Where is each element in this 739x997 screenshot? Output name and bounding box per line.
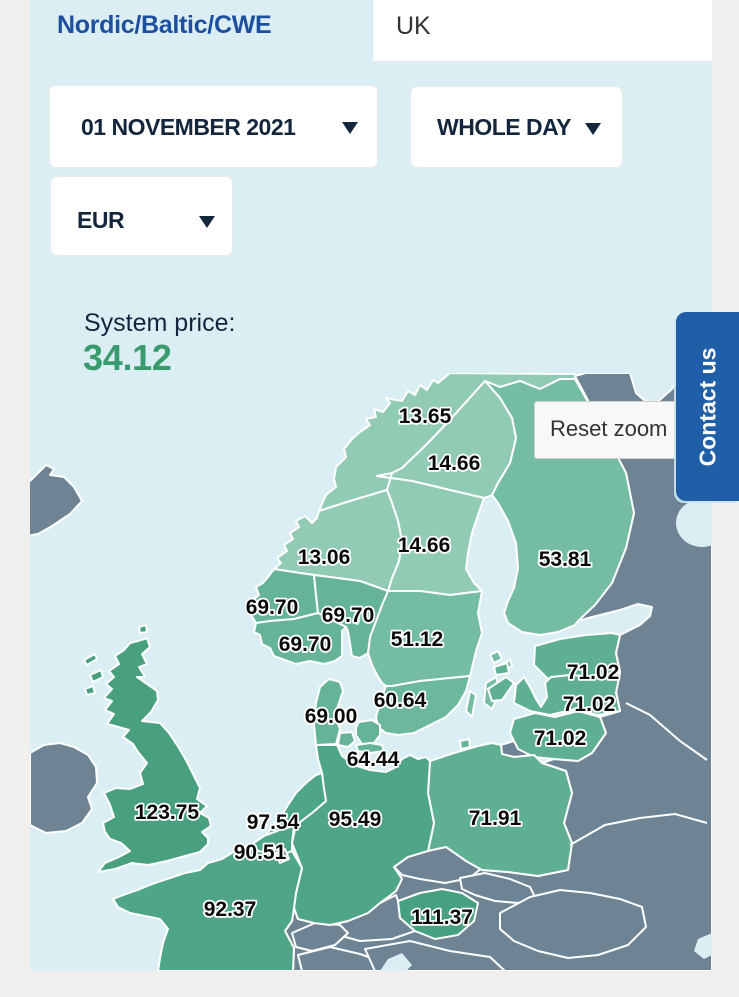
svg-text:92.37: 92.37 xyxy=(204,898,257,921)
svg-text:69.70: 69.70 xyxy=(322,604,375,627)
svg-text:14.66: 14.66 xyxy=(428,452,481,475)
svg-text:123.75: 123.75 xyxy=(135,801,200,824)
svg-text:97.54: 97.54 xyxy=(247,811,300,834)
svg-text:71.02: 71.02 xyxy=(567,661,620,684)
svg-text:69.00: 69.00 xyxy=(305,705,358,728)
svg-text:51.12: 51.12 xyxy=(391,628,444,651)
svg-text:111.37: 111.37 xyxy=(411,906,473,929)
svg-text:60.64: 60.64 xyxy=(374,689,427,712)
svg-text:64.44: 64.44 xyxy=(347,748,400,771)
svg-text:13.65: 13.65 xyxy=(399,405,452,428)
svg-text:71.91: 71.91 xyxy=(469,807,522,830)
svg-text:71.02: 71.02 xyxy=(563,693,616,716)
svg-text:14.66: 14.66 xyxy=(398,534,451,557)
svg-text:13.06: 13.06 xyxy=(298,546,351,569)
svg-text:69.70: 69.70 xyxy=(246,596,299,619)
svg-text:95.49: 95.49 xyxy=(329,808,382,831)
svg-text:71.02: 71.02 xyxy=(534,727,587,750)
svg-text:53.81: 53.81 xyxy=(539,548,592,571)
svg-text:69.70: 69.70 xyxy=(279,633,332,656)
svg-text:90.51: 90.51 xyxy=(234,841,287,864)
